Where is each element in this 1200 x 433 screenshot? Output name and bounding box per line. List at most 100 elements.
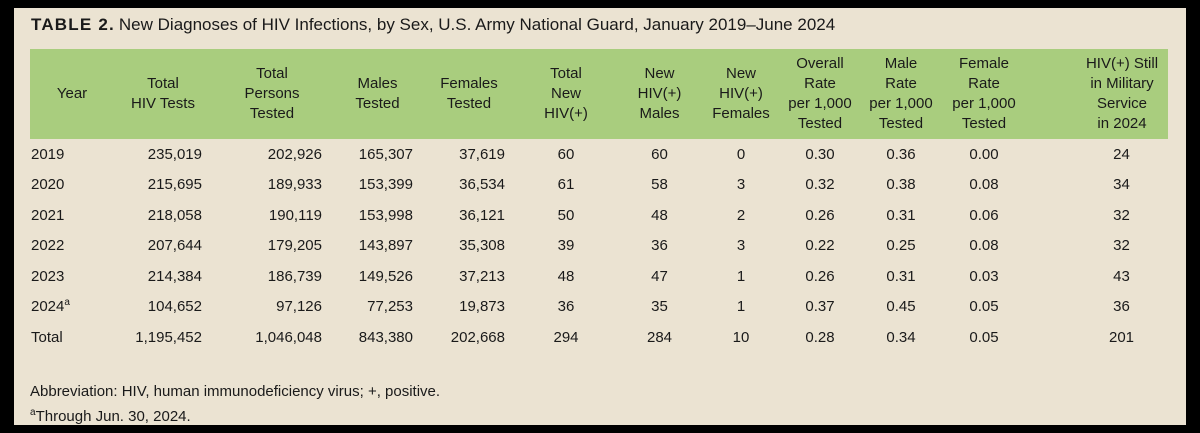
footnote-text: Abbreviation: HIV, human immunodeficienc…	[30, 382, 441, 400]
table-title-text: New Diagnoses of HIV Infections, by Sex,…	[118, 15, 836, 34]
table-title: TABLE 2. New Diagnoses of HIV Infections,…	[31, 14, 1186, 36]
cell-hiv-positive-still-in-service: 43	[1113, 267, 1130, 285]
cell-year: 2024a	[30, 292, 114, 323]
table-row-2021: 2021 218,058 190,119 153,998 36,121 50 48 2 0.26…	[30, 200, 1168, 231]
cell-hiv-positive-still-in-service: 24	[1113, 145, 1130, 163]
cell-new-hiv-positive-males: 36	[651, 237, 668, 255]
table-row-total: Total 1,195,452 1,046,048 843,380 202,668 294…	[30, 322, 1168, 353]
cell-female-rate-per-1000-tested: 0.08	[969, 237, 999, 255]
cell-new-hiv-positive-females: 0	[736, 145, 746, 163]
cell-males-tested: 153,399	[358, 176, 413, 194]
year-value: 2020	[31, 176, 65, 194]
cell-new-hiv-positive-males: 60	[651, 145, 668, 163]
cell-total-persons-tested: 97,126	[276, 298, 322, 316]
cell-total-new-hiv-positive: 39	[557, 237, 575, 255]
cell-year: Total	[30, 322, 114, 353]
footnote-abbreviation: Abbreviation: HIV, human immunodeficienc…	[30, 379, 1186, 404]
cell-new-hiv-positive-males: 47	[651, 267, 668, 285]
cell-females-tested: 36,121	[459, 206, 505, 224]
cell-male-rate-per-1000-tested: 0.36	[886, 145, 916, 163]
table-body: 2019 235,019 202,926 165,307 37,619 60 60 0 0.30…	[30, 139, 1168, 353]
cell-new-hiv-positive-females: 1	[736, 267, 746, 285]
cell-total-new-hiv-positive: 60	[557, 145, 575, 163]
column-header-male-rate-per-1000-tested: Male Rate per 1,000 Tested	[860, 49, 942, 139]
year-value: 2024	[31, 298, 65, 316]
year-value: 2022	[31, 237, 65, 255]
cell-overall-rate-per-1000-tested: 0.37	[805, 298, 835, 316]
footnote-marker: a	[30, 406, 36, 418]
table-panel: TABLE 2. New Diagnoses of HIV Infections,…	[14, 8, 1186, 425]
cell-overall-rate-per-1000-tested: 0.30	[805, 145, 835, 163]
cell-total-hiv-tests: 235,019	[147, 145, 202, 163]
cell-overall-rate-per-1000-tested: 0.32	[805, 176, 835, 194]
cell-new-hiv-positive-females: 3	[736, 237, 746, 255]
table-row-2020: 2020 215,695 189,933 153,399 36,534 61 58 3 0.32…	[30, 170, 1168, 201]
column-header-new-hiv-positive-females: New HIV(+) Females	[702, 49, 780, 139]
cell-total-persons-tested: 179,205	[267, 237, 322, 255]
cell-males-tested: 149,526	[358, 267, 413, 285]
cell-males-tested: 143,897	[358, 237, 413, 255]
cell-females-tested: 37,213	[459, 267, 505, 285]
cell-female-rate-per-1000-tested: 0.05	[969, 298, 999, 316]
cell-total-persons-tested: 189,933	[267, 176, 322, 194]
cell-females-tested: 37,619	[459, 145, 505, 163]
cell-hiv-positive-still-in-service: 34	[1113, 176, 1130, 194]
cell-year: 2022	[30, 231, 114, 262]
cell-new-hiv-positive-males: 48	[651, 206, 668, 224]
year-value: 2023	[31, 267, 65, 285]
table-header-row: Year Total HIV Tests Total Persons Tested M…	[30, 49, 1168, 139]
cell-female-rate-per-1000-tested: 0.00	[969, 145, 999, 163]
cell-females-tested: 35,308	[459, 237, 505, 255]
cell-total-hiv-tests: 215,695	[147, 176, 202, 194]
cell-new-hiv-positive-males: 35	[651, 298, 668, 316]
footnote-text: Through Jun. 30, 2024.	[35, 407, 191, 425]
cell-males-tested: 77,253	[367, 298, 413, 316]
cell-new-hiv-positive-males: 284	[646, 328, 673, 346]
table-row-2023: 2023 214,384 186,739 149,526 37,213 48 47 1 0.26…	[30, 261, 1168, 292]
cell-female-rate-per-1000-tested: 0.05	[969, 328, 999, 346]
cell-total-new-hiv-positive: 48	[557, 267, 575, 285]
cell-total-persons-tested: 186,739	[267, 267, 322, 285]
cell-new-hiv-positive-males: 58	[651, 176, 668, 194]
year-value: Total	[31, 328, 63, 346]
cell-male-rate-per-1000-tested: 0.25	[886, 237, 916, 255]
cell-females-tested: 19,873	[459, 298, 505, 316]
cell-total-hiv-tests: 104,652	[147, 298, 202, 316]
cell-new-hiv-positive-females: 3	[736, 176, 746, 194]
cell-hiv-positive-still-in-service: 32	[1113, 237, 1130, 255]
cell-total-hiv-tests: 1,195,452	[135, 328, 202, 346]
table-row-2019: 2019 235,019 202,926 165,307 37,619 60 60 0 0.30…	[30, 139, 1168, 170]
cell-male-rate-per-1000-tested: 0.31	[886, 206, 916, 224]
cell-year: 2020	[30, 170, 114, 201]
cell-total-new-hiv-positive: 50	[557, 206, 575, 224]
column-header-males-tested: Males Tested	[332, 49, 423, 139]
column-header-total-hiv-tests: Total HIV Tests	[114, 49, 212, 139]
column-header-total-persons-tested: Total Persons Tested	[212, 49, 332, 139]
cell-males-tested: 153,998	[358, 206, 413, 224]
cell-hiv-positive-still-in-service: 36	[1113, 298, 1130, 316]
cell-overall-rate-per-1000-tested: 0.26	[805, 206, 835, 224]
cell-total-new-hiv-positive: 294	[553, 328, 579, 346]
cell-females-tested: 202,668	[450, 328, 505, 346]
cell-total-hiv-tests: 207,644	[147, 237, 202, 255]
cell-male-rate-per-1000-tested: 0.31	[886, 267, 916, 285]
cell-year: 2023	[30, 261, 114, 292]
table-row-2022: 2022 207,644 179,205 143,897 35,308 39 36 3 0.22…	[30, 231, 1168, 262]
cell-males-tested: 165,307	[358, 145, 413, 163]
cell-total-persons-tested: 1,046,048	[255, 328, 322, 346]
column-header-overall-rate-per-1000-tested: Overall Rate per 1,000 Tested	[780, 49, 860, 139]
table-head: Year Total HIV Tests Total Persons Tested M…	[30, 49, 1168, 139]
cell-total-new-hiv-positive: 36	[557, 298, 575, 316]
column-header-year: Year	[30, 49, 114, 139]
column-header-female-rate-per-1000-tested: Female Rate per 1,000 Tested	[942, 49, 1026, 139]
cell-male-rate-per-1000-tested: 0.38	[886, 176, 916, 194]
cell-male-rate-per-1000-tested: 0.34	[886, 328, 916, 346]
column-header-new-hiv-positive-males: New HIV(+) Males	[617, 49, 702, 139]
column-header-total-new-hiv-positive: Total New HIV(+)	[515, 49, 617, 139]
cell-male-rate-per-1000-tested: 0.45	[886, 298, 916, 316]
cell-hiv-positive-still-in-service: 32	[1113, 206, 1130, 224]
cell-new-hiv-positive-females: 2	[736, 206, 746, 224]
cell-female-rate-per-1000-tested: 0.08	[969, 176, 999, 194]
cell-females-tested: 36,534	[459, 176, 505, 194]
